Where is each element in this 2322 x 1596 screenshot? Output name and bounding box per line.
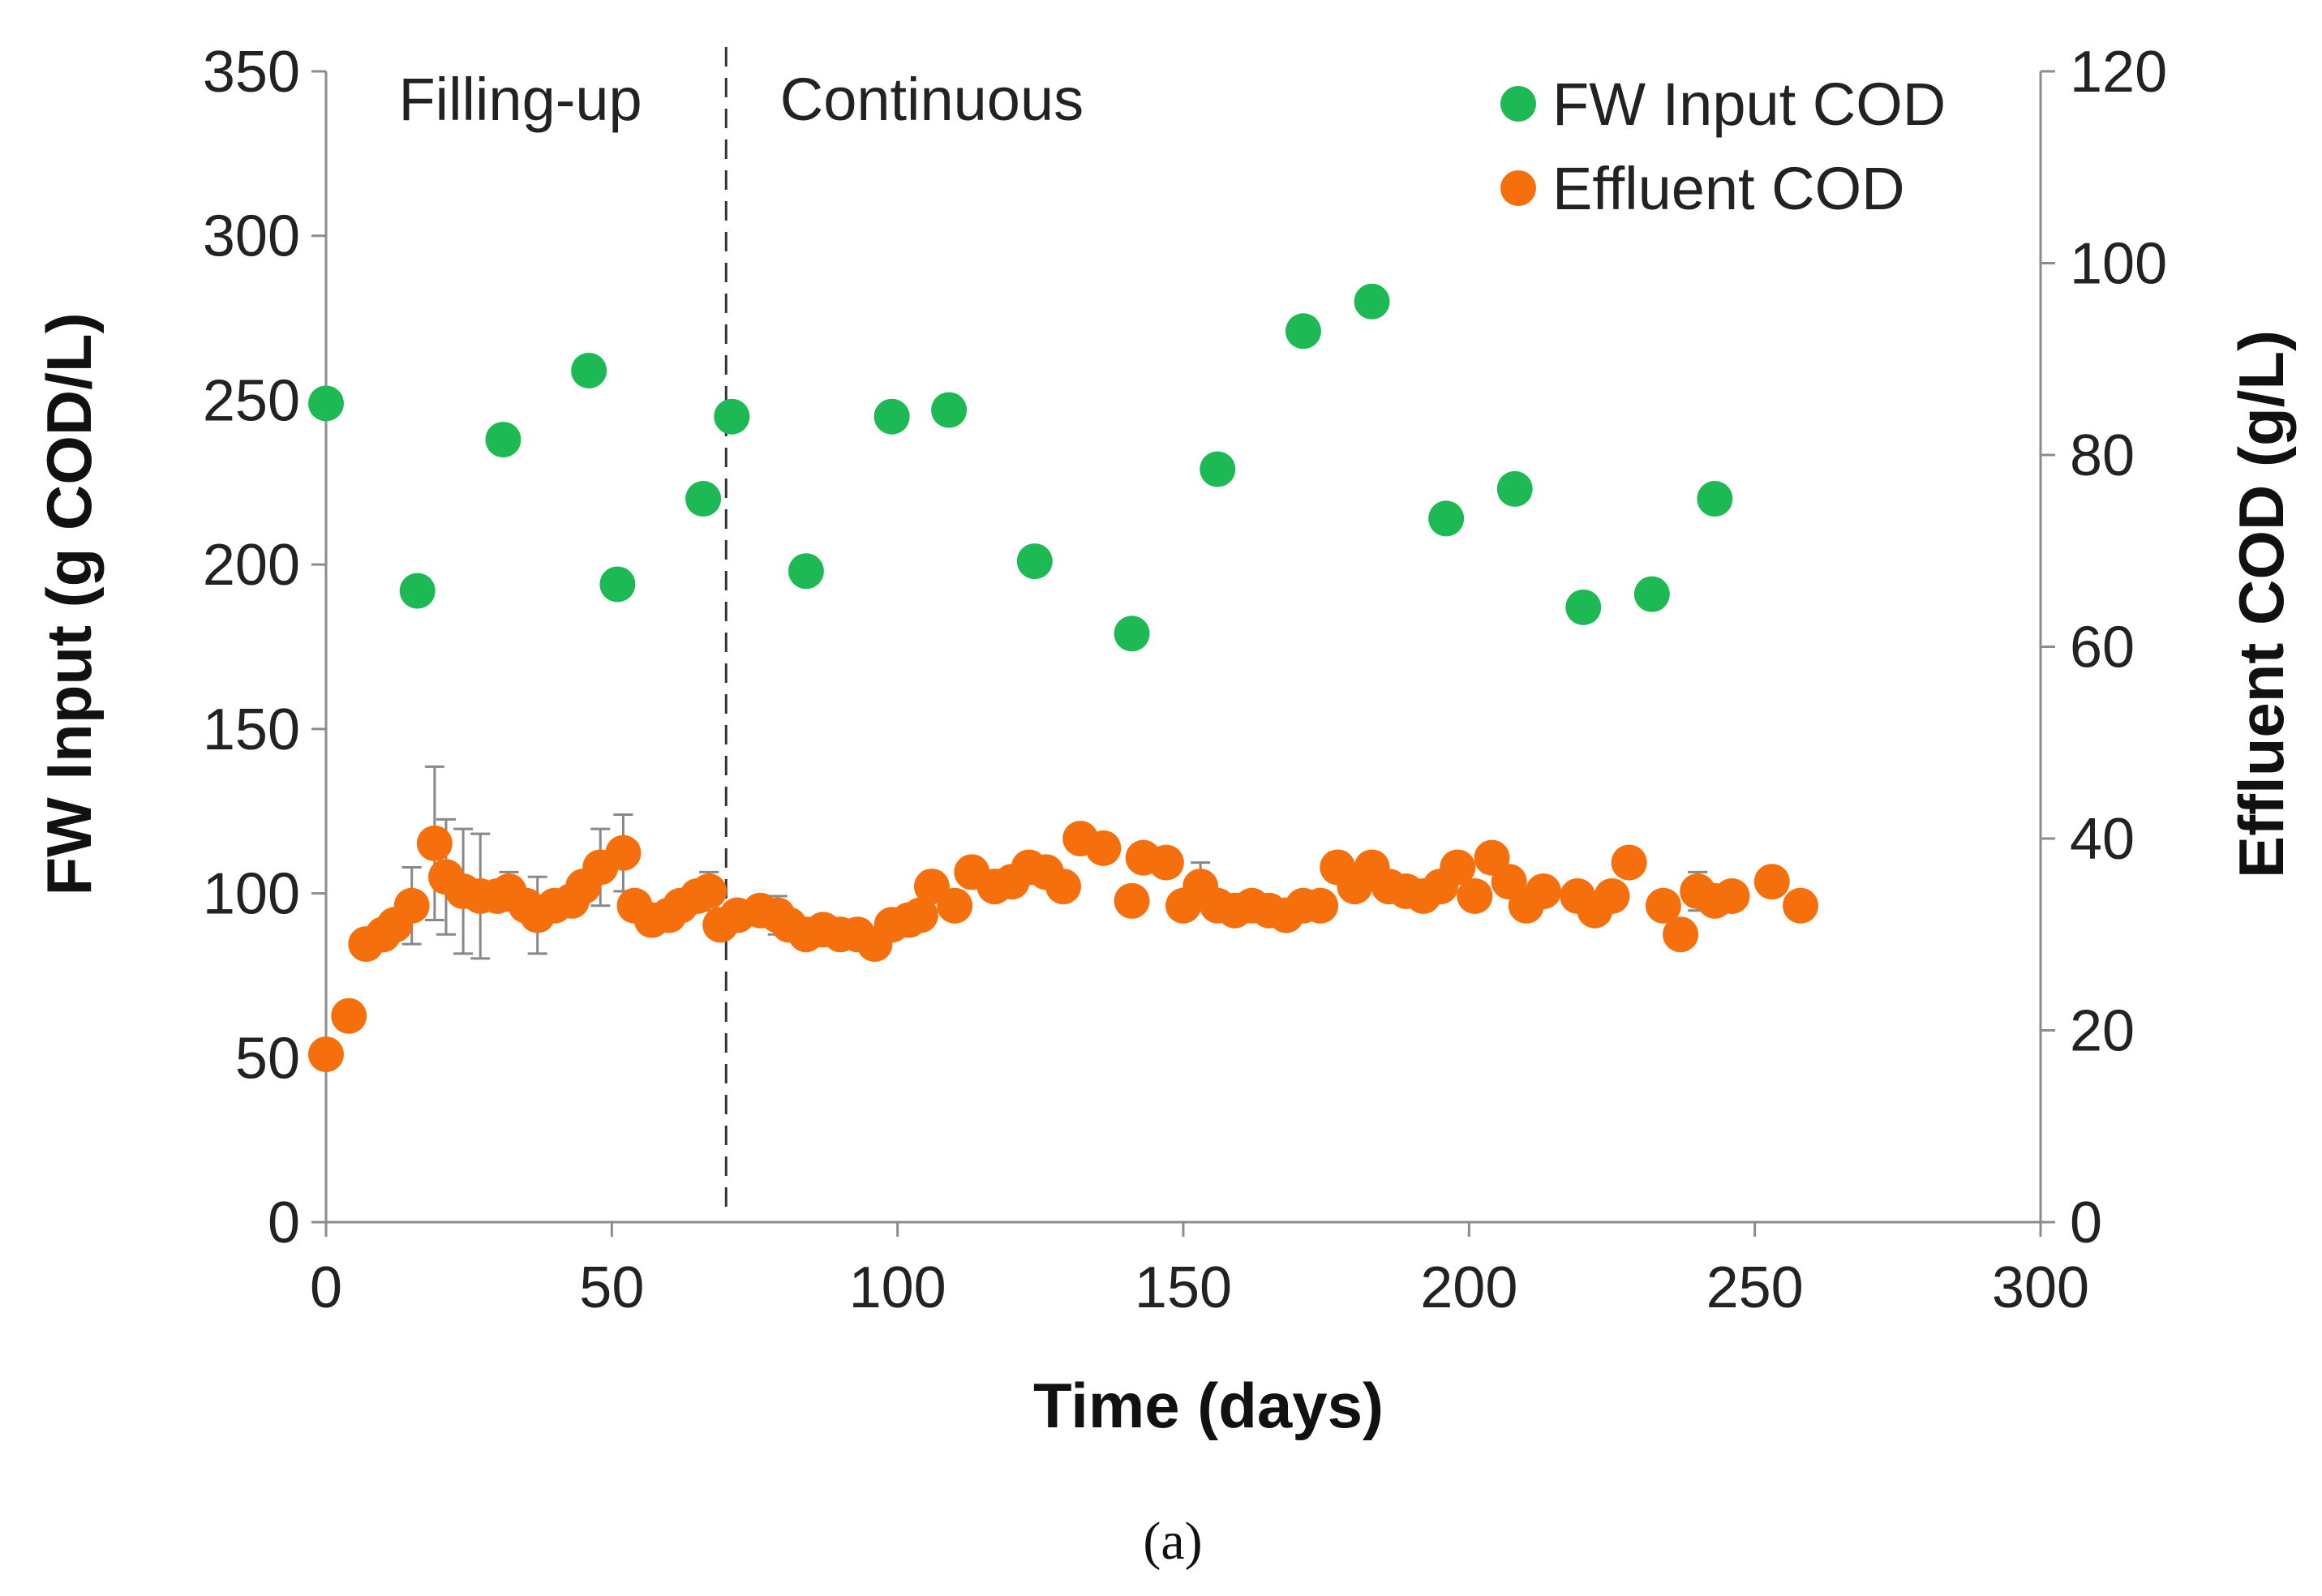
y-tick-label: 250 (203, 368, 300, 433)
fw-input-cod-point (873, 398, 910, 435)
y-tick-label: 100 (203, 862, 300, 927)
y2-tick-label: 120 (2070, 40, 2167, 105)
y-tick-label: 200 (203, 533, 300, 598)
y-axis-title: FW Input (g COD/L) (33, 312, 105, 895)
phase-label: Continuous (780, 66, 1084, 133)
x-tick-label: 200 (1420, 1255, 1517, 1320)
effluent-cod-point (937, 887, 973, 924)
y2-axis-title: Effluent COD (g/L) (2225, 330, 2297, 878)
fw-input-cod-point (485, 422, 521, 458)
x-tick-label: 0 (310, 1255, 342, 1320)
effluent-cod-point (902, 897, 938, 933)
fw-input-cod-point (1565, 589, 1602, 625)
effluent-cod-point (1440, 849, 1476, 886)
effluent-cod-point (1525, 873, 1561, 910)
effluent-cod-point (1663, 916, 1699, 953)
effluent-cod-point (1457, 877, 1493, 914)
effluent-cod-point (331, 998, 367, 1034)
effluent-cod-point (1148, 844, 1184, 881)
x-axis-title: Time (days) (1033, 1370, 1384, 1441)
x-tick-label: 50 (579, 1255, 644, 1320)
effluent-cod-point (605, 834, 642, 871)
y2-tick-label: 20 (2070, 999, 2135, 1064)
y2-tick-label: 100 (2070, 232, 2167, 297)
fw-input-cod-point (1200, 451, 1236, 487)
axes: 0 50 100 150 200 250 3000501001502002503003500… (203, 40, 2167, 1320)
legend-label: Effluent COD (1552, 155, 1905, 222)
y-tick-label: 150 (203, 697, 300, 762)
fw-input-cod-point (931, 392, 968, 428)
x-tick-label: 100 (849, 1255, 946, 1320)
fw-input-cod-point (685, 481, 722, 517)
fw-input-cod-point (1633, 576, 1670, 612)
effluent-cod-point (1085, 830, 1122, 866)
effluent-cod-point (1714, 877, 1750, 914)
effluent-cod-point (1114, 882, 1150, 919)
effluent-cod-point (416, 825, 453, 861)
x-tick-label: 300 (1992, 1255, 2089, 1320)
y2-tick-label: 0 (2070, 1191, 2102, 1255)
effluent-cod-point (1594, 877, 1630, 914)
y2-tick-label: 40 (2070, 807, 2135, 872)
phase-labels: Filling-up Continuous (398, 66, 1084, 133)
fw-input-cod-point (1428, 500, 1465, 537)
legend-label: FW Input COD (1552, 71, 1946, 138)
fw-input-cod-point (788, 553, 824, 590)
effluent-cod-point (1611, 844, 1647, 881)
data-points (308, 283, 1819, 1073)
x-tick-label: 150 (1135, 1255, 1232, 1320)
y-tick-label: 350 (203, 40, 300, 105)
y2-tick-label: 60 (2070, 616, 2135, 680)
fw-input-cod-point (714, 398, 750, 435)
fw-input-cod-point (399, 573, 436, 609)
legend-marker (1500, 86, 1536, 122)
y-tick-label: 0 (268, 1191, 300, 1255)
effluent-cod-point (1645, 887, 1681, 924)
effluent-cod-point (691, 873, 728, 910)
fw-input-cod-point (599, 566, 636, 603)
fw-input-cod-point (1354, 283, 1390, 320)
effluent-cod-point (1753, 864, 1790, 900)
effluent-cod-point (308, 1036, 344, 1073)
fw-input-cod-point (308, 385, 344, 422)
effluent-cod-point (393, 887, 430, 924)
effluent-cod-point (1783, 887, 1819, 924)
fw-input-cod-point (1285, 313, 1321, 350)
effluent-cod-point (1303, 887, 1339, 924)
y-tick-label: 50 (235, 1026, 300, 1091)
legend-marker (1500, 170, 1536, 206)
fw-input-cod-point (571, 352, 607, 388)
fw-input-cod-point (1697, 481, 1733, 517)
x-tick-label: 250 (1706, 1255, 1804, 1320)
fw-input-cod-point (1496, 470, 1533, 507)
phase-label: Filling-up (398, 66, 642, 133)
y-tick-label: 300 (203, 204, 300, 269)
figure-caption: (a) (1143, 1512, 1202, 1571)
effluent-cod-point (1045, 869, 1082, 905)
legend: FW Input COD Effluent COD (1500, 71, 1946, 222)
y2-tick-label: 80 (2070, 423, 2135, 488)
fw-input-cod-point (1016, 543, 1053, 580)
fw-input-cod-point (1114, 616, 1150, 652)
